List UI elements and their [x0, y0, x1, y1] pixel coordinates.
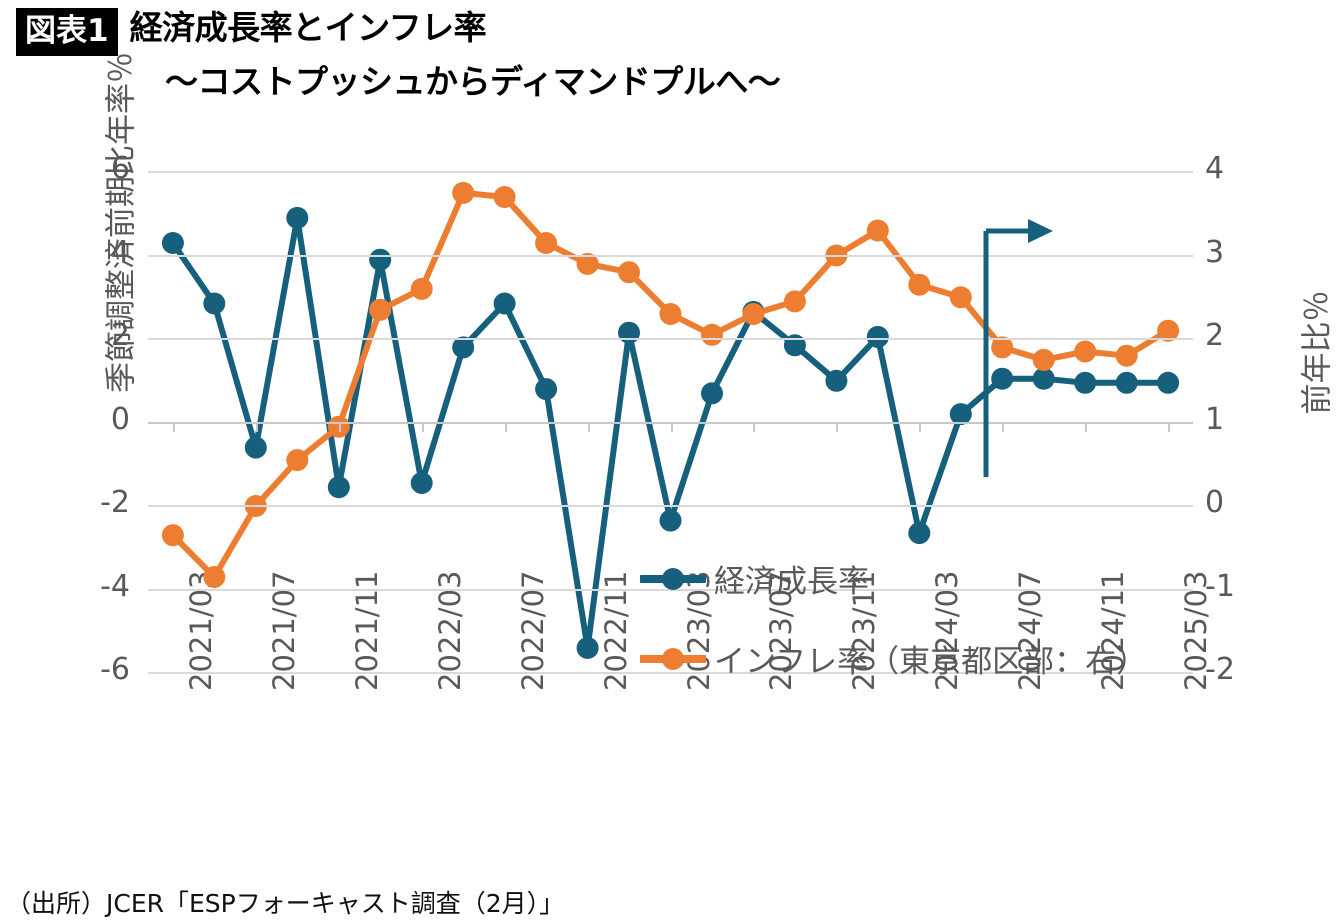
data-point-marker: [452, 336, 475, 359]
data-point-marker: [493, 292, 516, 315]
y-axis-right-tick-label: 1: [1205, 401, 1225, 437]
axis-tick: [1002, 422, 1005, 432]
y-axis-right-tick-label: 4: [1205, 151, 1225, 186]
data-point-marker: [783, 290, 806, 313]
axis-tick: [504, 422, 507, 432]
y-axis-right-tick-label: 2: [1205, 318, 1225, 353]
axis-tick: [1168, 422, 1171, 432]
y-axis-left-tick-label: 0: [110, 401, 130, 437]
y-axis-left-tick-label: -2: [100, 485, 130, 520]
legend-marker-icon: [662, 567, 684, 590]
data-point-marker: [410, 277, 433, 300]
y-axis-left-title: 季節調整済前期比年率％: [103, 52, 140, 393]
data-point-marker: [203, 292, 226, 315]
data-point-marker: [991, 367, 1014, 390]
data-point-marker: [618, 321, 640, 344]
legend-swatch-icon: [640, 647, 706, 670]
plot-area: [148, 171, 1193, 674]
data-point-marker: [493, 186, 516, 208]
y-axis-right-tick-label: -1: [1205, 568, 1235, 604]
axis-tick: [836, 422, 839, 432]
gridline: [148, 588, 1193, 591]
y-axis-right-tick-label: 3: [1205, 234, 1225, 270]
y-axis-left-tick-label: -4: [100, 568, 130, 604]
source-note: （出所）JCER「ESPフォーキャスト調査（2月）」: [6, 889, 565, 918]
axis-tick: [670, 422, 673, 432]
data-point-marker: [576, 637, 599, 659]
data-point-marker: [866, 219, 889, 242]
data-point-marker: [369, 298, 392, 321]
data-point-marker: [244, 436, 267, 459]
figure-number-badge: 図表1: [16, 8, 118, 56]
data-point-marker: [1115, 371, 1138, 394]
legend-item[interactable]: 経済成長率: [640, 556, 869, 601]
data-point-marker: [369, 248, 392, 271]
axis-tick: [421, 422, 424, 432]
y-axis-right-tick-label: 0: [1205, 485, 1225, 520]
data-point-marker: [410, 472, 433, 494]
data-point-marker: [1074, 340, 1097, 363]
data-point-marker: [949, 403, 972, 426]
axis-tick: [172, 422, 175, 432]
gridline: [148, 171, 1193, 173]
data-point-marker: [1115, 344, 1138, 367]
data-point-marker: [535, 232, 558, 254]
legend-item[interactable]: インフレ率（東京都区部：右）: [640, 636, 1147, 681]
axis-tick: [753, 422, 756, 432]
gridline: [148, 505, 1193, 507]
data-point-marker: [327, 476, 350, 499]
data-point-marker: [1157, 371, 1180, 394]
gridline: [148, 254, 1193, 257]
data-point-marker: [908, 273, 931, 296]
data-point-marker: [535, 378, 558, 401]
data-point-marker: [1032, 367, 1055, 390]
data-point-marker: [203, 566, 226, 588]
y-axis-left-tick-label: 2: [110, 318, 130, 353]
data-point-marker: [701, 323, 723, 346]
data-point-marker: [701, 382, 723, 405]
data-point-marker: [1157, 319, 1180, 342]
data-point-marker: [659, 509, 682, 532]
data-point-marker: [576, 252, 599, 275]
legend-marker-icon: [662, 647, 684, 670]
axis-tick: [919, 422, 922, 432]
data-point-marker: [161, 232, 184, 254]
gridline: [148, 672, 1193, 674]
data-point-marker: [991, 336, 1014, 359]
data-point-marker: [286, 449, 309, 472]
y-axis-right-title: 前年比％: [1299, 290, 1336, 415]
axis-tick: [587, 422, 590, 432]
y-axis-left-tick-label: 4: [110, 234, 130, 270]
legend-swatch-icon: [640, 567, 706, 590]
legend-label: インフレ率（東京都区部：右）: [714, 644, 1148, 680]
data-point-marker: [659, 303, 682, 325]
data-point-marker: [286, 206, 309, 229]
axis-tick: [338, 422, 341, 432]
title-block: 図表1 経済成長率とインフレ率 〜コストプッシュからディマンドプルへ〜: [16, 8, 1316, 102]
y-axis-right-tick-label: -2: [1205, 652, 1235, 687]
data-point-marker: [1032, 348, 1055, 371]
y-axis-left-tick-label: -6: [100, 652, 130, 687]
gridline: [148, 338, 1193, 340]
data-point-marker: [452, 181, 475, 204]
axis-tick: [1085, 422, 1088, 432]
y-axis-left-tick-label: 6: [110, 151, 130, 186]
title-row: 図表1 経済成長率とインフレ率: [16, 8, 1316, 56]
data-point-marker: [866, 325, 889, 348]
axis-tick: [255, 422, 258, 432]
data-point-marker: [742, 303, 765, 325]
data-point-marker: [825, 369, 848, 392]
legend-label: 経済成長率: [714, 564, 869, 600]
data-point-marker: [618, 261, 640, 284]
data-point-marker: [908, 522, 931, 545]
page-subtitle: 〜コストプッシュからディマンドプルへ〜: [165, 62, 781, 101]
data-point-marker: [161, 524, 184, 547]
data-point-marker: [1074, 371, 1097, 394]
data-point-marker: [949, 286, 972, 309]
page-title: 経済成長率とインフレ率: [129, 8, 487, 47]
